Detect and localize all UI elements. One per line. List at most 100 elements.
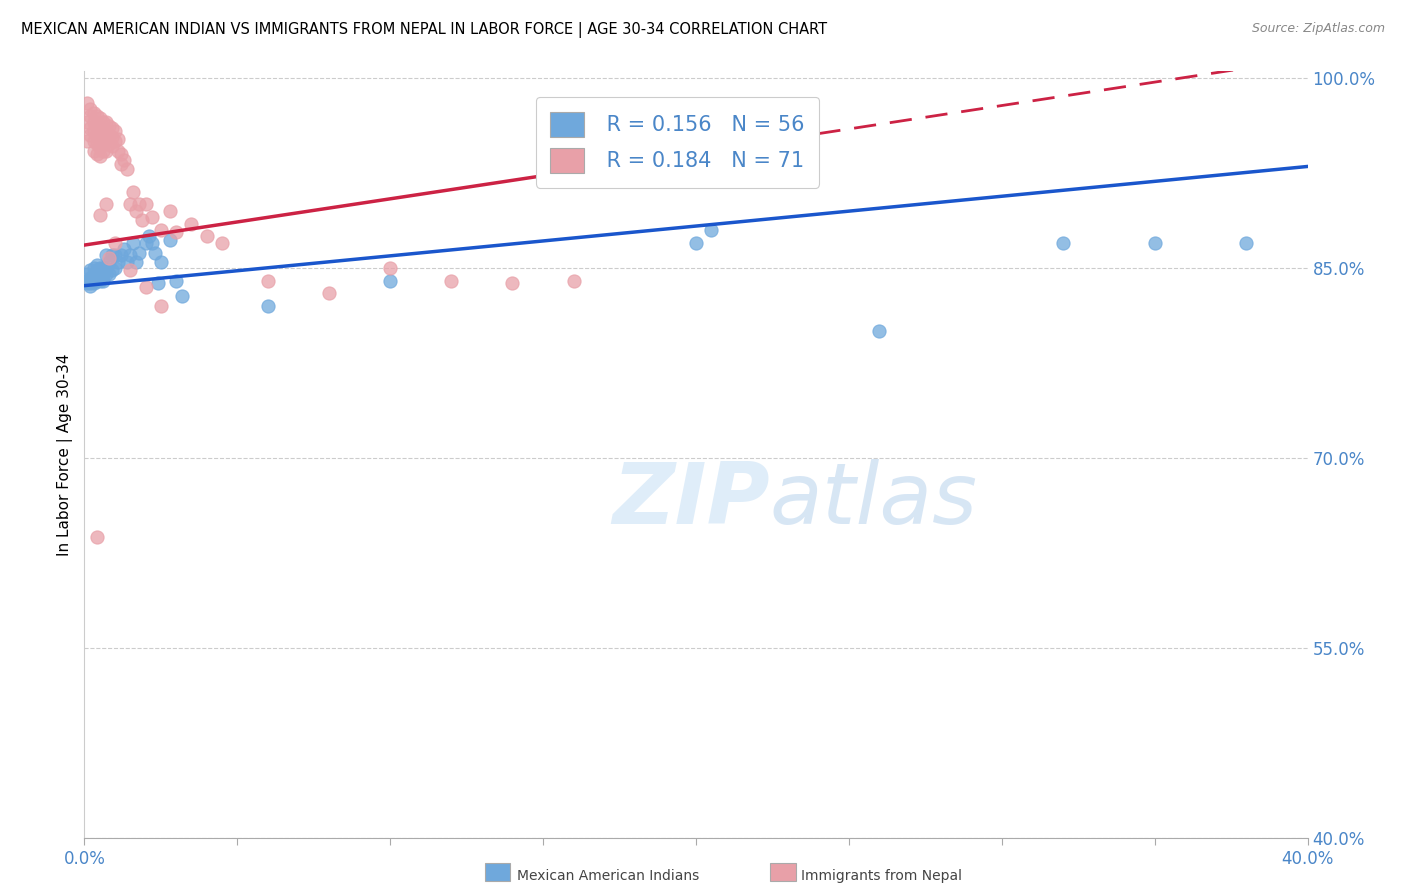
Point (94, 197, 117, 211)
Point (112, 242, 135, 256)
Y-axis label: In Labor Force | Age 30-34: In Labor Force | Age 30-34 (58, 353, 73, 557)
Point (83, 267, 105, 281)
Point (94, 145, 117, 159)
Point (97, 119, 120, 133)
Point (128, 245, 150, 260)
Point (97, 254, 120, 268)
Point (135, 197, 157, 211)
Point (89, 121, 111, 136)
Text: Mexican American Indians: Mexican American Indians (517, 869, 700, 883)
Point (91, 134, 114, 148)
Point (115, 161, 138, 176)
Point (700, 223, 723, 237)
Point (86, 274, 108, 288)
Point (79, 278, 101, 293)
Point (110, 157, 132, 171)
Point (89, 260, 111, 275)
Point (89, 112, 111, 126)
Text: Source: ZipAtlas.com: Source: ZipAtlas.com (1251, 22, 1385, 36)
Point (91, 124, 114, 138)
Point (159, 233, 181, 247)
Point (76, 115, 98, 129)
Point (79, 109, 101, 123)
Point (89, 149, 111, 163)
Point (120, 248, 142, 262)
Point (101, 130, 124, 145)
Point (91, 274, 114, 288)
Point (86, 119, 108, 133)
Point (83, 276, 105, 290)
Point (97, 251, 120, 265)
Point (97, 128, 120, 142)
Point (101, 263, 124, 277)
Point (110, 146, 132, 161)
Point (138, 229, 160, 244)
Point (76, 276, 98, 290)
Point (172, 289, 194, 303)
Point (97, 136, 120, 151)
Text: Immigrants from Nepal: Immigrants from Nepal (801, 869, 963, 883)
Point (869, 324, 891, 338)
Point (257, 299, 280, 313)
Point (89, 131, 111, 145)
Point (79, 121, 101, 136)
Point (141, 235, 163, 250)
Point (122, 235, 145, 250)
Point (122, 185, 145, 199)
Point (211, 235, 233, 250)
Point (257, 274, 280, 288)
Point (318, 286, 340, 301)
Point (685, 235, 707, 250)
Point (86, 530, 108, 544)
Point (83, 260, 105, 275)
Point (107, 254, 129, 268)
Point (79, 263, 101, 277)
Point (86, 109, 108, 123)
Point (440, 274, 463, 288)
Point (104, 134, 127, 148)
Point (131, 212, 153, 227)
Point (104, 248, 127, 262)
Point (86, 136, 108, 151)
Point (135, 280, 157, 294)
Point (91, 260, 114, 275)
Point (76, 96, 98, 111)
Point (101, 248, 124, 262)
Point (83, 106, 105, 120)
Text: atlas: atlas (769, 459, 977, 542)
Point (83, 115, 105, 129)
Point (83, 271, 105, 285)
Point (94, 260, 117, 275)
Point (165, 274, 187, 288)
Point (89, 140, 111, 154)
Point (149, 254, 172, 268)
Point (76, 267, 98, 281)
Point (112, 153, 135, 168)
Point (146, 276, 169, 290)
Point (97, 267, 120, 281)
Point (195, 229, 218, 244)
Point (94, 115, 117, 129)
Point (83, 124, 105, 138)
Point (135, 235, 157, 250)
Point (76, 134, 98, 148)
Point (1052, 235, 1074, 250)
Point (107, 145, 129, 159)
Point (89, 267, 111, 281)
Point (94, 134, 117, 148)
Point (180, 217, 202, 231)
Point (101, 121, 124, 136)
Point (380, 260, 402, 275)
Point (86, 263, 108, 277)
Point (91, 145, 114, 159)
Point (83, 274, 105, 288)
Point (115, 254, 138, 268)
Point (165, 226, 187, 240)
Point (86, 128, 108, 142)
Point (76, 274, 98, 288)
Point (94, 248, 117, 262)
Point (83, 134, 105, 148)
Point (141, 210, 163, 224)
Point (107, 131, 129, 145)
Point (101, 139, 124, 153)
